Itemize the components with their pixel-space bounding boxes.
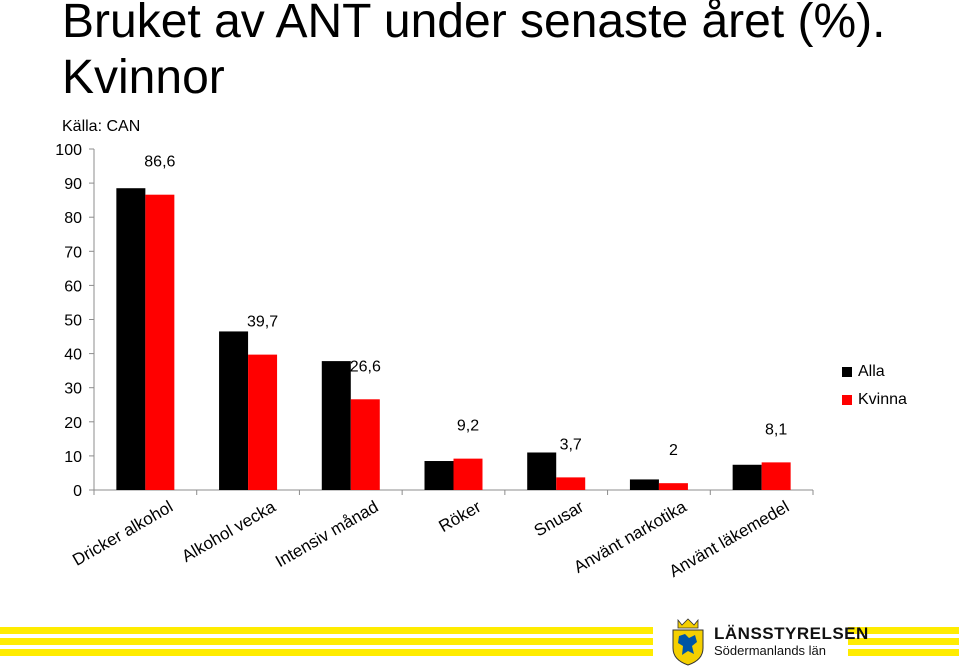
y-tick-label: 100 [55, 142, 82, 159]
chart-axes: 0 10 20 30 40 50 60 70 80 90 100 [55, 142, 814, 500]
source-label: Källa: CAN [62, 118, 141, 135]
bar-alla-6 [629, 479, 659, 490]
y-tick-label: 50 [64, 313, 82, 330]
bar-kvinna-4 [453, 458, 483, 490]
bar-alla-5 [527, 452, 557, 490]
chart-labels: 86,6 Dricker alkohol 39,7 Alkohol vecka 26,6… [69, 154, 792, 581]
data-label: 39,7 [247, 314, 278, 331]
legend: Alla Kvinna [842, 358, 907, 414]
bar-kvinna-7 [761, 462, 791, 490]
chart-title: Bruket av ANT under senaste året (%). Kv… [62, 0, 886, 104]
x-category-label: Röker [435, 497, 484, 536]
y-tick-label: 70 [64, 244, 82, 261]
logo-name-line2: Södermanlands län [714, 643, 827, 658]
y-tick-label: 0 [73, 483, 82, 500]
y-tick-label: 40 [64, 347, 82, 364]
legend-label-kvinna: Kvinna [858, 391, 907, 408]
x-category-label: Snusar [531, 497, 587, 541]
logo-name-line1: LÄNSSTYRELSEN [714, 624, 869, 643]
legend-item-alla: Alla [842, 358, 907, 386]
y-tick-label: 10 [64, 449, 82, 466]
data-label: 2 [669, 442, 678, 459]
data-label: 8,1 [765, 421, 787, 438]
legend-swatch-alla [842, 367, 852, 377]
data-label: 86,6 [144, 154, 175, 171]
y-tick-label: 80 [64, 210, 82, 227]
bar-kvinna-1 [145, 194, 175, 490]
bar-alla-7 [732, 464, 762, 490]
data-label: 3,7 [560, 436, 582, 453]
y-tick-label: 30 [64, 381, 82, 398]
bar-kvinna-5 [556, 477, 586, 490]
y-tick-label: 20 [64, 415, 82, 432]
y-tick-label: 90 [64, 176, 82, 193]
data-label: 26,6 [350, 358, 381, 375]
legend-swatch-kvinna [842, 395, 852, 405]
bar-alla-1 [116, 188, 146, 490]
x-category-label: Intensiv månad [272, 497, 381, 571]
x-category-label: Alkohol vecka [178, 497, 279, 566]
x-category-label: Dricker alkohol [69, 497, 176, 570]
bar-chart: 0 10 20 30 40 50 60 70 80 90 100 86,6 Dricker alkoh… [55, 142, 814, 581]
bar-kvinna-6 [658, 483, 688, 490]
bar-alla-2 [219, 331, 249, 490]
bar-alla-3 [321, 361, 351, 490]
legend-label-alla: Alla [858, 363, 885, 380]
bar-alla-4 [424, 461, 454, 490]
bar-kvinna-3 [350, 399, 380, 490]
data-label: 9,2 [457, 418, 479, 435]
bar-kvinna-2 [248, 354, 278, 490]
legend-item-kvinna: Kvinna [842, 386, 907, 414]
chart-bars [116, 188, 791, 490]
y-tick-label: 60 [64, 278, 82, 295]
coat-of-arms-icon [672, 618, 704, 666]
lansstyrelsen-logo: LÄNSSTYRELSEN Södermanlands län [670, 618, 869, 666]
